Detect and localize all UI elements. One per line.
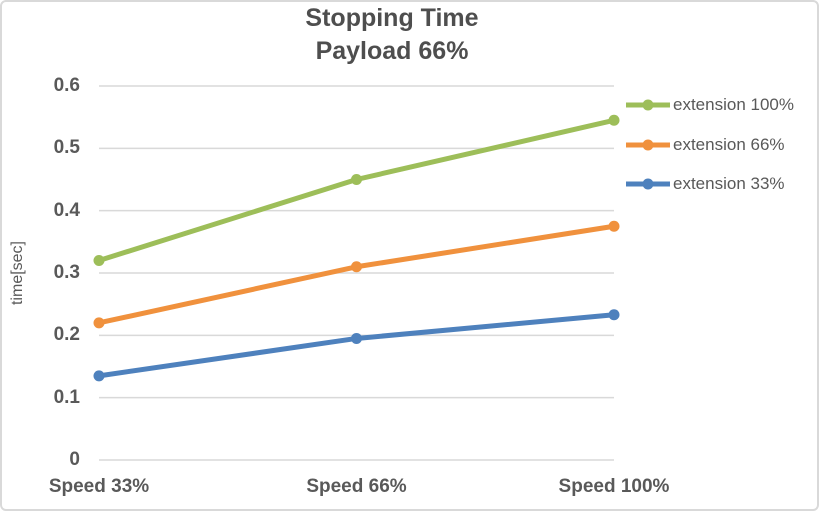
data-point-extension-66--1[interactable] <box>351 261 362 273</box>
legend-item-extension-33-[interactable]: extension 33% <box>626 173 785 195</box>
data-point-extension-66--2[interactable] <box>608 220 620 232</box>
data-point-extension-100--2[interactable] <box>608 114 620 126</box>
legend-marker-icon <box>626 139 670 150</box>
legend-item-extension-66-[interactable]: extension 66% <box>626 134 785 156</box>
data-point-extension-66--0[interactable] <box>93 317 105 329</box>
legend-marker-icon <box>626 178 670 190</box>
data-point-extension-100--1[interactable] <box>351 174 362 185</box>
chart-title: Stopping Time Payload 66% <box>2 2 782 68</box>
data-point-extension-33--0[interactable] <box>93 370 105 382</box>
data-point-extension-33--2[interactable] <box>608 309 620 321</box>
legend-label: extension 66% <box>673 134 785 154</box>
series-line-extension-66-[interactable] <box>96 223 617 326</box>
legend-label: extension 33% <box>673 174 785 193</box>
y-tick-label-0.1: 0.1 <box>53 386 80 408</box>
legend-marker-icon <box>626 99 670 111</box>
x-axis-label-2: Speed 100% <box>558 476 670 497</box>
y-tick-label-0.6: 0.6 <box>53 75 80 96</box>
legend-label: extension 100% <box>673 95 794 114</box>
series-line-extension-33-[interactable] <box>96 312 617 379</box>
x-axis-label-1: Speed 66% <box>306 476 407 497</box>
legend-item-extension-100-[interactable]: extension 100% <box>626 94 794 116</box>
y-axis-title: time[sec] <box>9 240 26 306</box>
y-tick-label-0.4: 0.4 <box>53 199 80 221</box>
chart-title-line1: Stopping Time <box>305 4 479 32</box>
y-tick-label-0: 0 <box>69 449 80 470</box>
y-tick-label-0.2: 0.2 <box>53 324 80 346</box>
y-tick-label-0.3: 0.3 <box>53 262 80 283</box>
x-axis-label-0: Speed 33% <box>48 476 150 497</box>
data-point-extension-100--0[interactable] <box>93 255 105 267</box>
y-tick-label-0.5: 0.5 <box>53 137 80 159</box>
data-point-extension-33--1[interactable] <box>351 332 362 344</box>
chart-title-line2: Payload 66% <box>315 37 469 65</box>
